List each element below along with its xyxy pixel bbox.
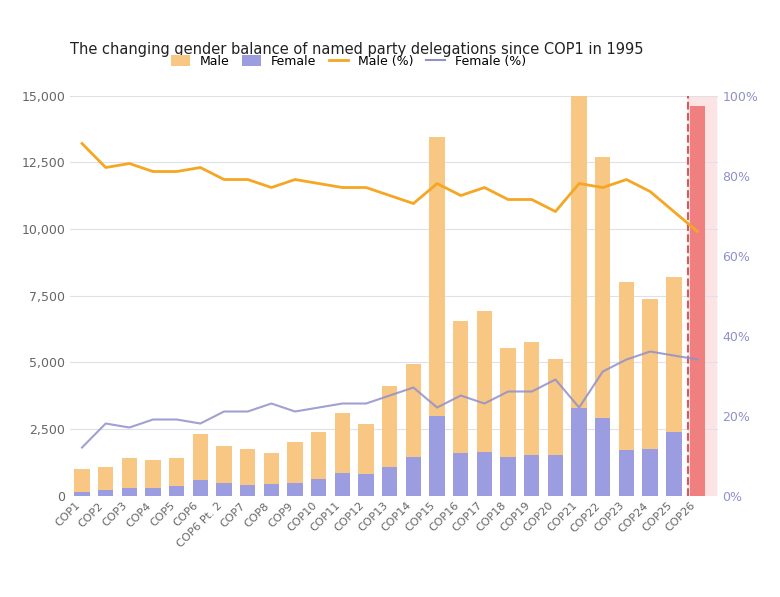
Bar — [619, 450, 634, 496]
Bar — [430, 416, 445, 496]
Bar — [122, 488, 137, 496]
Bar — [98, 491, 113, 496]
Bar — [98, 467, 113, 491]
Bar — [690, 106, 705, 361]
Bar — [240, 485, 255, 496]
Bar — [688, 96, 716, 496]
Bar — [145, 488, 161, 496]
Bar — [548, 359, 563, 456]
Bar — [453, 453, 469, 496]
Bar — [193, 480, 208, 496]
Bar — [358, 424, 374, 475]
Bar — [74, 469, 90, 492]
Bar — [643, 448, 658, 496]
Bar — [193, 434, 208, 480]
Bar — [287, 483, 303, 496]
Bar — [501, 348, 516, 457]
Bar — [358, 475, 374, 496]
Bar — [145, 460, 161, 488]
Bar — [382, 386, 398, 467]
Bar — [169, 458, 184, 487]
Bar — [643, 299, 658, 448]
Bar — [287, 442, 303, 483]
Bar — [572, 408, 587, 496]
Bar — [572, 94, 587, 408]
Bar — [619, 282, 634, 450]
Bar — [335, 473, 350, 496]
Bar — [477, 453, 492, 496]
Legend: Male, Female, Male (%), Female (%): Male, Female, Male (%), Female (%) — [166, 50, 530, 73]
Bar — [690, 361, 705, 496]
Bar — [216, 483, 232, 496]
Bar — [666, 432, 682, 496]
Bar — [335, 413, 350, 473]
Bar — [548, 456, 563, 496]
Bar — [240, 448, 255, 485]
Bar — [74, 492, 90, 496]
Bar — [311, 479, 327, 496]
Bar — [453, 321, 469, 453]
Bar — [122, 458, 137, 488]
Bar — [595, 418, 611, 496]
Bar — [477, 311, 492, 453]
Bar — [501, 457, 516, 496]
Bar — [406, 364, 421, 457]
Bar — [430, 137, 445, 416]
Bar — [524, 456, 540, 496]
Bar — [311, 432, 327, 479]
Bar — [264, 453, 279, 484]
Bar — [666, 278, 682, 432]
Bar — [524, 342, 540, 456]
Text: The changing gender balance of named party delegations since COP1 in 1995: The changing gender balance of named par… — [70, 42, 644, 57]
Bar — [264, 484, 279, 496]
Bar — [595, 157, 611, 418]
Bar — [216, 445, 232, 483]
Bar — [169, 487, 184, 496]
Bar — [382, 467, 398, 496]
Bar — [406, 457, 421, 496]
